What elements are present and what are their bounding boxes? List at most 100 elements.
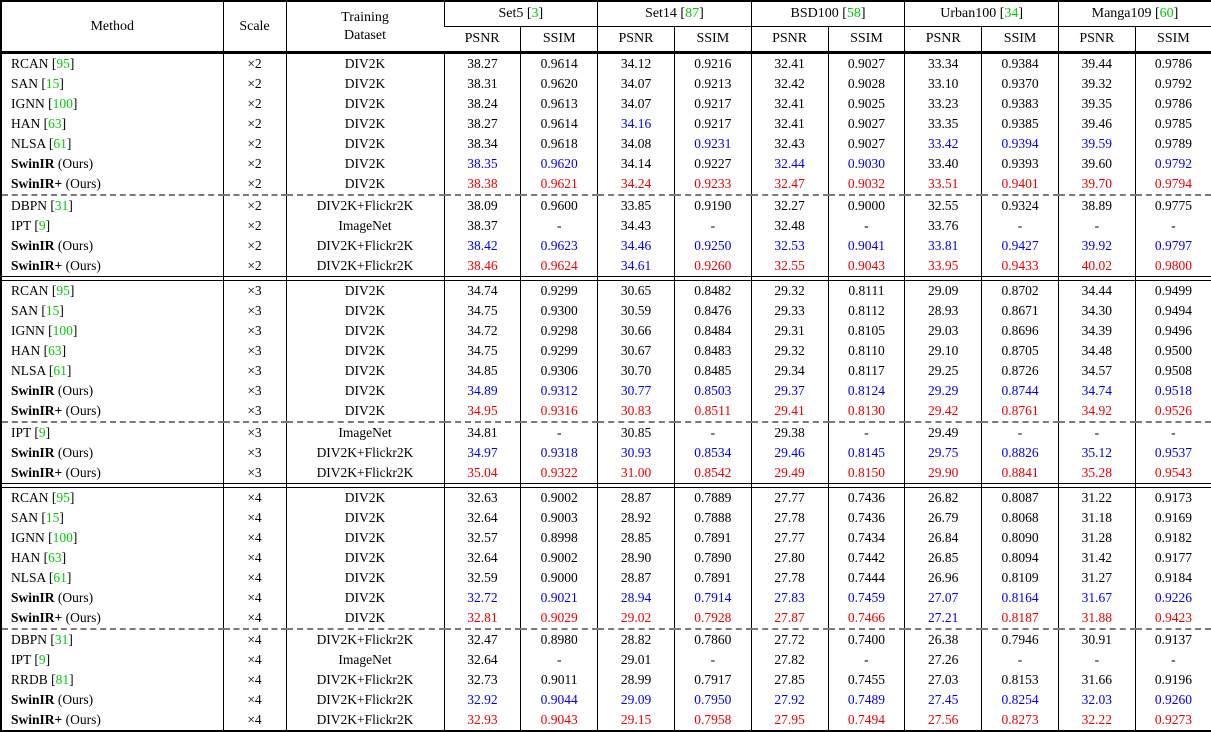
ssim-cell: 0.9028 xyxy=(827,74,905,94)
ssim-cell: 0.8090 xyxy=(981,528,1059,548)
ssim-cell: 0.9011 xyxy=(520,670,598,690)
ssim-cell: 0.8696 xyxy=(981,321,1059,341)
ssim-cell: 0.9401 xyxy=(981,174,1059,195)
col-header-ssim-0: SSIM xyxy=(520,26,598,53)
method-cell: RCAN [95] xyxy=(11,283,75,298)
dataset-cell: DIV2K xyxy=(285,508,444,528)
psnr-cell: 29.37 xyxy=(750,381,829,401)
method-cell: SwinIR+ (Ours) xyxy=(11,610,101,625)
psnr-cell: 33.23 xyxy=(904,94,982,114)
ssim-cell: 0.8482 xyxy=(673,280,752,301)
dataset-cell: DIV2K xyxy=(285,52,444,74)
psnr-cell: 35.28 xyxy=(1057,463,1136,484)
psnr-cell: 27.78 xyxy=(750,568,829,588)
ssim-cell: 0.8483 xyxy=(673,341,752,361)
psnr-cell: 38.35 xyxy=(443,154,521,174)
psnr-cell: 39.32 xyxy=(1057,74,1136,94)
method-cell: IGNN [100] xyxy=(11,96,78,111)
psnr-cell: 38.37 xyxy=(443,216,521,236)
psnr-cell: 38.34 xyxy=(443,134,521,154)
ssim-cell: 0.7494 xyxy=(827,710,905,731)
ssim-cell: 0.9794 xyxy=(1134,174,1211,195)
ssim-cell: 0.9600 xyxy=(520,194,598,216)
ssim-cell: - xyxy=(981,216,1059,236)
ssim-cell: 0.8826 xyxy=(981,443,1059,463)
method-cell: DBPN [31] xyxy=(1,628,223,650)
ssim-cell: 0.9613 xyxy=(520,94,598,114)
psnr-cell: 33.10 xyxy=(904,74,982,94)
ssim-cell: 0.8187 xyxy=(981,608,1059,629)
citation: 15 xyxy=(45,510,60,525)
scale-cell: ×3 xyxy=(222,341,286,361)
table-row: RCAN [95] ×2 DIV2K 38.27 0.9614 34.12 0.9216 32… xyxy=(1,52,1211,74)
citation: 63 xyxy=(48,343,62,358)
scale-cell: ×4 xyxy=(222,670,286,690)
group-separator-cell xyxy=(1,483,223,488)
ssim-cell: 0.9786 xyxy=(1134,52,1211,74)
psnr-cell: 32.41 xyxy=(750,94,829,114)
ssim-cell: 0.9027 xyxy=(827,52,905,74)
ssim-cell: 0.8511 xyxy=(673,401,752,422)
ssim-cell: 0.7436 xyxy=(827,508,905,528)
citation: 100 xyxy=(52,96,73,111)
group-separator-cell xyxy=(1057,483,1136,488)
method-name: SwinIR+ xyxy=(11,258,63,273)
group-separator-cell xyxy=(443,483,521,488)
dataset-cell: DIV2K xyxy=(285,588,444,608)
dataset-cell: DIV2K xyxy=(285,361,444,381)
citation: 100 xyxy=(52,530,73,545)
ssim-cell: - xyxy=(827,216,905,236)
scale-cell: ×2 xyxy=(222,216,286,236)
psnr-cell: 26.84 xyxy=(904,528,982,548)
psnr-cell: 27.56 xyxy=(904,710,982,731)
psnr-cell: 29.15 xyxy=(597,710,675,731)
ssim-cell: 0.9298 xyxy=(520,321,598,341)
psnr-cell: 29.42 xyxy=(904,401,982,422)
psnr-cell: 34.08 xyxy=(597,134,675,154)
psnr-cell: 34.07 xyxy=(597,74,675,94)
table-row: SwinIR+ (Ours) ×3 DIV2K 34.95 0.9316 30.83 0.8… xyxy=(1,401,1211,422)
ssim-cell: 0.9537 xyxy=(1134,443,1211,463)
dataset-cell: ImageNet xyxy=(285,421,444,443)
ssim-cell: 0.9508 xyxy=(1134,361,1211,381)
ssim-cell: 0.9614 xyxy=(520,114,598,134)
ssim-cell: 0.8153 xyxy=(981,670,1059,690)
table-row: DBPN [31] ×2 DIV2K+Flickr2K 38.09 0.9600 33.8… xyxy=(1,194,1211,216)
psnr-cell: 39.59 xyxy=(1057,134,1136,154)
psnr-cell: 26.79 xyxy=(904,508,982,528)
scale-cell: ×3 xyxy=(222,321,286,341)
ssim-cell: 0.8110 xyxy=(827,341,905,361)
psnr-cell: 32.43 xyxy=(750,134,829,154)
psnr-cell: 30.67 xyxy=(597,341,675,361)
ssim-cell: 0.9385 xyxy=(981,114,1059,134)
ssim-cell: 0.9002 xyxy=(520,548,598,568)
psnr-cell: 29.03 xyxy=(904,321,982,341)
ssim-cell: - xyxy=(1134,216,1211,236)
table-row: SwinIR+ (Ours) ×4 DIV2K 32.81 0.9029 29.02 0.7… xyxy=(1,608,1211,629)
ssim-cell: 0.8145 xyxy=(827,443,905,463)
psnr-cell: 28.87 xyxy=(597,568,675,588)
ssim-cell: 0.9624 xyxy=(520,256,598,277)
dataset-cell: DIV2K xyxy=(285,381,444,401)
psnr-cell: 33.40 xyxy=(904,154,982,174)
psnr-cell: 34.24 xyxy=(597,174,675,195)
psnr-cell: 39.60 xyxy=(1057,154,1136,174)
method-cell: DBPN [31] xyxy=(1,194,223,216)
ssim-cell: 0.9312 xyxy=(520,381,598,401)
method-cell: IGNN [100] xyxy=(11,323,78,338)
method-cell: RCAN [95] xyxy=(11,56,75,71)
ssim-cell: 0.9800 xyxy=(1134,256,1211,277)
ssim-cell: 0.9177 xyxy=(1134,548,1211,568)
ssim-cell: 0.8124 xyxy=(827,381,905,401)
ssim-cell: 0.9231 xyxy=(673,134,752,154)
group-separator-cell xyxy=(285,483,444,488)
psnr-cell: 32.81 xyxy=(443,608,521,629)
psnr-cell: 39.92 xyxy=(1057,236,1136,256)
ssim-cell: 0.8112 xyxy=(827,301,905,321)
psnr-cell: 32.22 xyxy=(1057,710,1136,731)
scale-cell: ×2 xyxy=(222,194,286,216)
table-row: NLSA [61] ×2 DIV2K 38.34 0.9618 34.08 0.9231 32… xyxy=(1,134,1211,154)
group-separator-cell xyxy=(673,276,752,281)
scale-cell: ×4 xyxy=(222,588,286,608)
ssim-cell: 0.7860 xyxy=(673,628,752,650)
